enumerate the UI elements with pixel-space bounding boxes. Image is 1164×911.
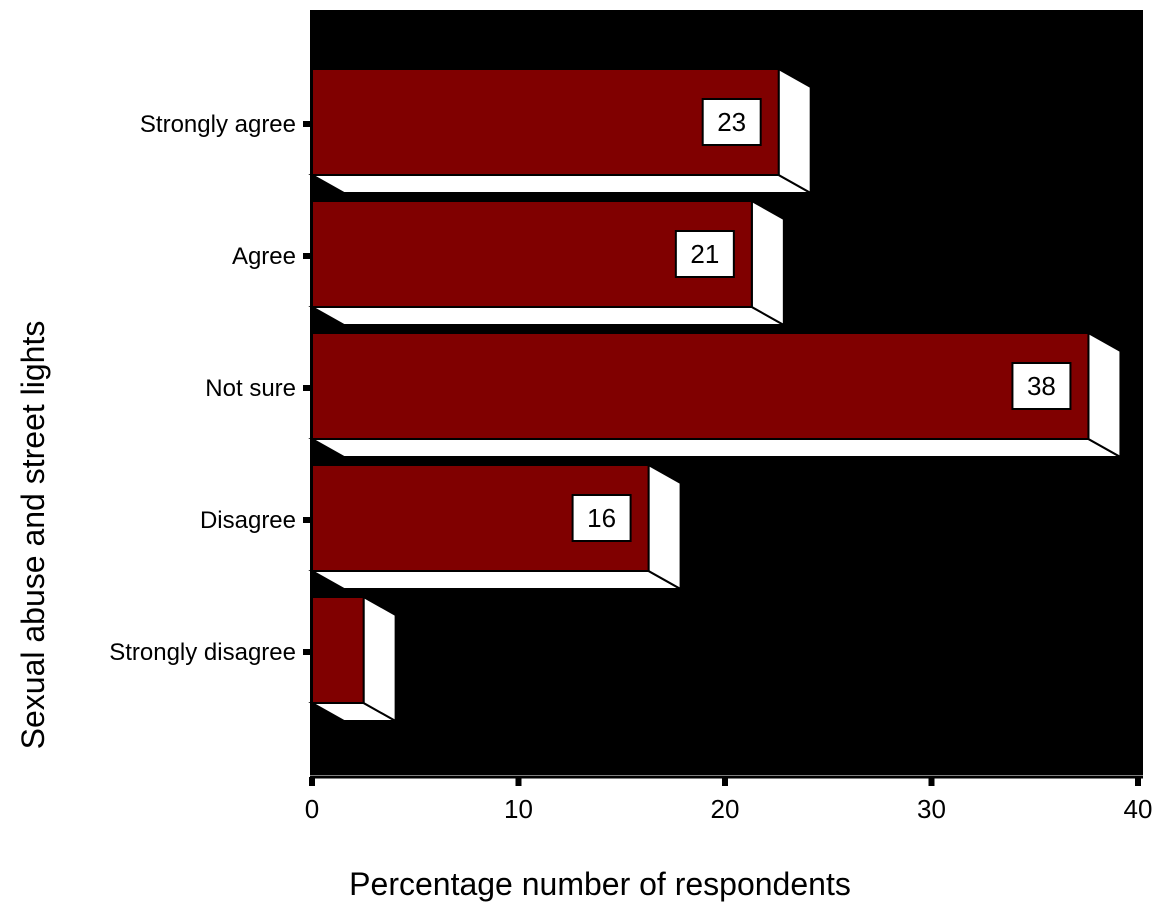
bar-bottom-face [308,306,788,326]
data-label-box [701,98,762,146]
y-tick-mark [303,517,310,523]
x-tick-mark [1135,777,1141,786]
bar-side-face [777,67,812,195]
bar-bottom-face [308,570,685,590]
y-tick-mark [303,121,310,127]
bar-bottom-face [308,438,1125,458]
bar-side-face [647,463,682,591]
bar-side-face [1087,331,1122,459]
bar [311,596,365,704]
bar-side-face [750,199,785,327]
data-label-box [1011,362,1072,410]
x-tick-label: 20 [711,794,740,824]
bar-bottom-face [308,174,815,194]
bar-side-face [362,595,397,723]
x-tick-label: 30 [917,794,946,824]
x-axis-label: Percentage number of respondents [349,866,851,902]
bar [311,200,753,308]
data-label: 16 [587,503,616,533]
y-axis-label: Sexual abuse and street lights [15,321,51,750]
y-tick-label: Strongly disagree [109,639,296,666]
x-tick-mark [928,777,935,786]
bar [311,68,780,176]
y-tick-mark [303,253,310,259]
y-tick-label: Strongly agree [140,111,296,138]
bar [311,332,1090,440]
data-label: 23 [717,107,746,137]
y-tick-label: Disagree [200,507,296,534]
x-tick-label: 40 [1124,794,1153,824]
data-label-box [571,494,632,542]
x-tick-mark [722,777,728,786]
y-tick-label: Not sure [205,375,296,402]
y-tick-mark [303,385,310,391]
x-tick-mark [309,777,315,786]
x-tick-label: 0 [305,794,319,824]
x-ticks-layer: 0 10 20 30 40 [305,777,1153,824]
data-label: 38 [1027,371,1056,401]
y-categories-layer: Strongly agree Agree Not sure Disagree Stron… [109,111,310,666]
data-label-box [674,230,735,278]
x-tick-label: 10 [504,794,533,824]
y-tick-label: Agree [232,243,296,270]
data-label: 21 [690,239,719,269]
y-tick-mark [303,649,310,655]
bars-layer: 23 21 38 16 [308,67,1125,723]
x-tick-mark [515,777,522,786]
